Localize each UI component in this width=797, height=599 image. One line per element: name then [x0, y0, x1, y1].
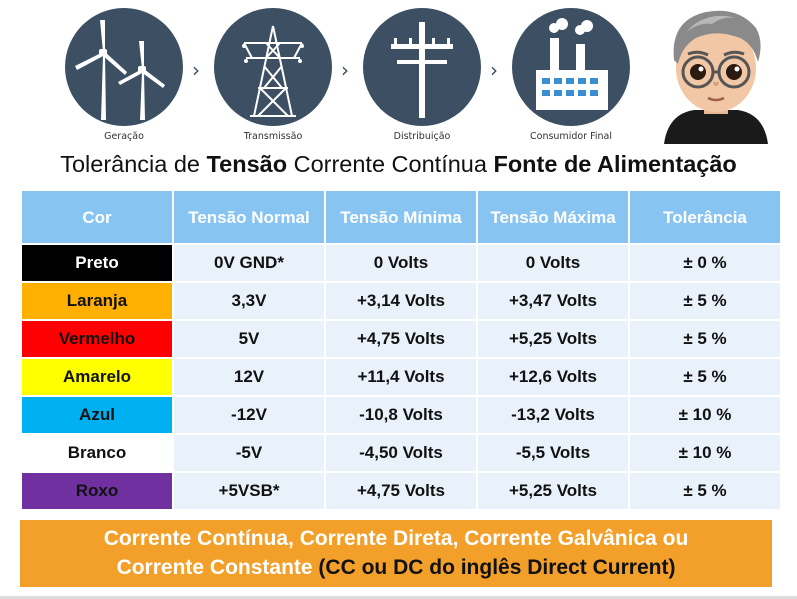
table-row: Roxo +5VSB* +4,75 Volts +5,25 Volts ± 5 % [22, 473, 780, 509]
cell-min-voltage: +4,75 Volts [326, 321, 476, 357]
cell-max-voltage: +12,6 Volts [478, 359, 628, 395]
cell-min-voltage: +11,4 Volts [326, 359, 476, 395]
chevron-right-icon: › [192, 58, 200, 82]
cell-min-voltage: 0 Volts [326, 245, 476, 281]
title-part: Tolerância de [60, 151, 207, 177]
cell-color-name: Roxo [22, 473, 172, 509]
footer-banner: Corrente Contínua, Corrente Direta, Corr… [20, 520, 772, 587]
table-row: Branco -5V -4,50 Volts -5,5 Volts ± 10 % [22, 435, 780, 471]
table-row: Vermelho 5V +4,75 Volts +5,25 Volts ± 5 % [22, 321, 780, 357]
table-row: Amarelo 12V +11,4 Volts +12,6 Volts ± 5 % [22, 359, 780, 395]
column-header: Tensão Normal [174, 191, 324, 243]
stage-distribution: Distribuição [360, 8, 484, 142]
cell-tolerance: ± 5 % [630, 359, 780, 395]
cell-normal-voltage: +5VSB* [174, 473, 324, 509]
cell-normal-voltage: 12V [174, 359, 324, 395]
cell-normal-voltage: -12V [174, 397, 324, 433]
column-header: Cor [22, 191, 172, 243]
cell-max-voltage: 0 Volts [478, 245, 628, 281]
cell-min-voltage: -10,8 Volts [326, 397, 476, 433]
cell-tolerance: ± 5 % [630, 321, 780, 357]
avatar [656, 2, 776, 144]
column-header: Tensão Máxima [478, 191, 628, 243]
chevron-right-icon: › [341, 58, 349, 82]
cell-normal-voltage: 5V [174, 321, 324, 357]
stage-label: Transmissão [243, 131, 303, 142]
cell-tolerance: ± 10 % [630, 397, 780, 433]
table-row: Azul -12V -10,8 Volts -13,2 Volts ± 10 % [22, 397, 780, 433]
cell-normal-voltage: -5V [174, 435, 324, 471]
cell-tolerance: ± 0 % [630, 245, 780, 281]
stage-label: Consumidor Final [530, 131, 612, 142]
cell-max-voltage: +5,25 Volts [478, 321, 628, 357]
cell-tolerance: ± 10 % [630, 435, 780, 471]
title-part: Corrente Contínua [287, 151, 494, 177]
chevron-right-icon: › [490, 58, 498, 82]
cell-max-voltage: +5,25 Volts [478, 473, 628, 509]
footer-line-2-dark: (CC ou DC do inglês Direct Current) [318, 556, 676, 579]
cell-tolerance: ± 5 % [630, 283, 780, 319]
cell-color-name: Amarelo [22, 359, 172, 395]
energy-flow-diagram: Geração › [0, 0, 650, 150]
factory-icon [512, 8, 630, 126]
column-header: Tensão Mínima [326, 191, 476, 243]
transmission-tower-icon [214, 8, 332, 126]
cell-color-name: Laranja [22, 283, 172, 319]
footer-line-2-white: Corrente Constante [116, 556, 319, 579]
stage-label: Geração [104, 131, 144, 142]
cell-color-name: Vermelho [22, 321, 172, 357]
wind-turbine-icon [65, 8, 183, 126]
cell-min-voltage: +4,75 Volts [326, 473, 476, 509]
cell-tolerance: ± 5 % [630, 473, 780, 509]
cell-max-voltage: -5,5 Volts [478, 435, 628, 471]
footer-line-1: Corrente Contínua, Corrente Direta, Corr… [103, 527, 689, 550]
table-header-row: Cor Tensão Normal Tensão Mínima Tensão M… [22, 191, 780, 243]
cell-max-voltage: +3,47 Volts [478, 283, 628, 319]
column-header: Tolerância [630, 191, 780, 243]
cell-max-voltage: -13,2 Volts [478, 397, 628, 433]
title-part-bold: Fonte de Alimentação [493, 151, 737, 177]
table-row: Laranja 3,3V +3,14 Volts +3,47 Volts ± 5 % [22, 283, 780, 319]
table-row: Preto 0V GND* 0 Volts 0 Volts ± 0 % [22, 245, 780, 281]
cell-min-voltage: -4,50 Volts [326, 435, 476, 471]
cell-normal-voltage: 0V GND* [174, 245, 324, 281]
tolerance-table: Cor Tensão Normal Tensão Mínima Tensão M… [20, 189, 782, 511]
stage-consumer: Consumidor Final [509, 8, 633, 142]
stage-transmission: Transmissão [211, 8, 335, 142]
utility-pole-icon [363, 8, 481, 126]
cell-color-name: Branco [22, 435, 172, 471]
cell-color-name: Preto [22, 245, 172, 281]
cell-color-name: Azul [22, 397, 172, 433]
cell-min-voltage: +3,14 Volts [326, 283, 476, 319]
stage-generation: Geração [62, 8, 186, 142]
page-title: Tolerância de Tensão Corrente Contínua F… [0, 151, 797, 178]
title-part-bold: Tensão [206, 151, 288, 177]
cell-normal-voltage: 3,3V [174, 283, 324, 319]
stage-label: Distribuição [393, 131, 451, 142]
divider [0, 596, 797, 599]
